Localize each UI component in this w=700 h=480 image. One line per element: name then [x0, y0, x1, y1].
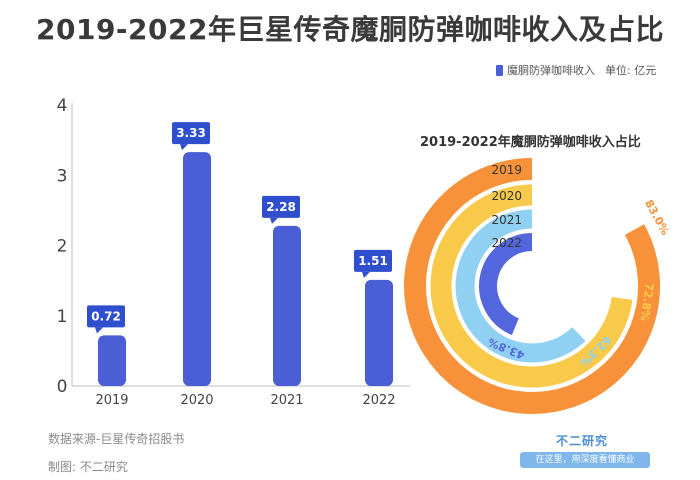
data-label: 0.72: [91, 309, 121, 323]
radial-bar: [430, 184, 633, 388]
radial-value-label: 72.8%: [638, 282, 656, 322]
x-tick-label: 2020: [180, 393, 213, 408]
bar: [273, 225, 301, 386]
data-label-pointer: [180, 144, 188, 151]
y-tick-label: 1: [57, 307, 68, 327]
radial-chart-title: 2019-2022年魔胴防弹咖啡收入占比: [420, 135, 641, 150]
chart-maker: 制图: 不二研究: [48, 460, 128, 474]
brand-tagline: 在这里，用深度看懂商业: [520, 452, 650, 468]
radial-category-label: 2020: [491, 189, 522, 203]
brand-logo-text: 不二研究: [556, 434, 609, 448]
x-tick-label: 2019: [95, 393, 128, 408]
data-label-box: [262, 195, 300, 218]
radial-bar: [404, 158, 660, 414]
legend: 魔胴防弹咖啡收入 单位: 亿元: [496, 62, 656, 78]
bar: [365, 279, 393, 386]
bar: [98, 335, 126, 386]
data-label: 3.33: [176, 126, 206, 140]
radial-category-label: 2019: [491, 163, 522, 177]
data-label: 2.28: [266, 200, 296, 214]
data-label: 1.51: [358, 254, 388, 268]
legend-label: 魔胴防弹咖啡收入: [507, 64, 595, 77]
legend-swatch: [496, 64, 503, 76]
radial-category-label: 2021: [491, 213, 522, 227]
radial-bar: [455, 209, 586, 363]
data-label-pointer: [270, 217, 278, 224]
unit-label: 单位: 亿元: [605, 64, 657, 77]
radial-category-label: 2022: [491, 236, 522, 250]
x-tick-label: 2021: [270, 393, 303, 408]
y-tick-label: 3: [57, 166, 68, 186]
y-tick-label: 2: [57, 237, 68, 257]
x-tick-label: 2022: [362, 393, 395, 408]
y-tick-label: 4: [57, 96, 68, 116]
data-label-pointer: [362, 271, 370, 278]
data-label-box: [87, 305, 125, 328]
chart-title: 2019-2022年巨星传奇魔胴防弹咖啡收入及占比: [36, 13, 664, 46]
data-label-pointer: [95, 327, 103, 334]
bar: [183, 152, 211, 386]
data-label-box: [354, 249, 392, 272]
data-label-box: [172, 122, 210, 145]
data-source: 数据来源-巨星传奇招股书: [48, 432, 185, 446]
radial-bar: [479, 233, 533, 336]
y-tick-label: 0: [57, 377, 68, 397]
